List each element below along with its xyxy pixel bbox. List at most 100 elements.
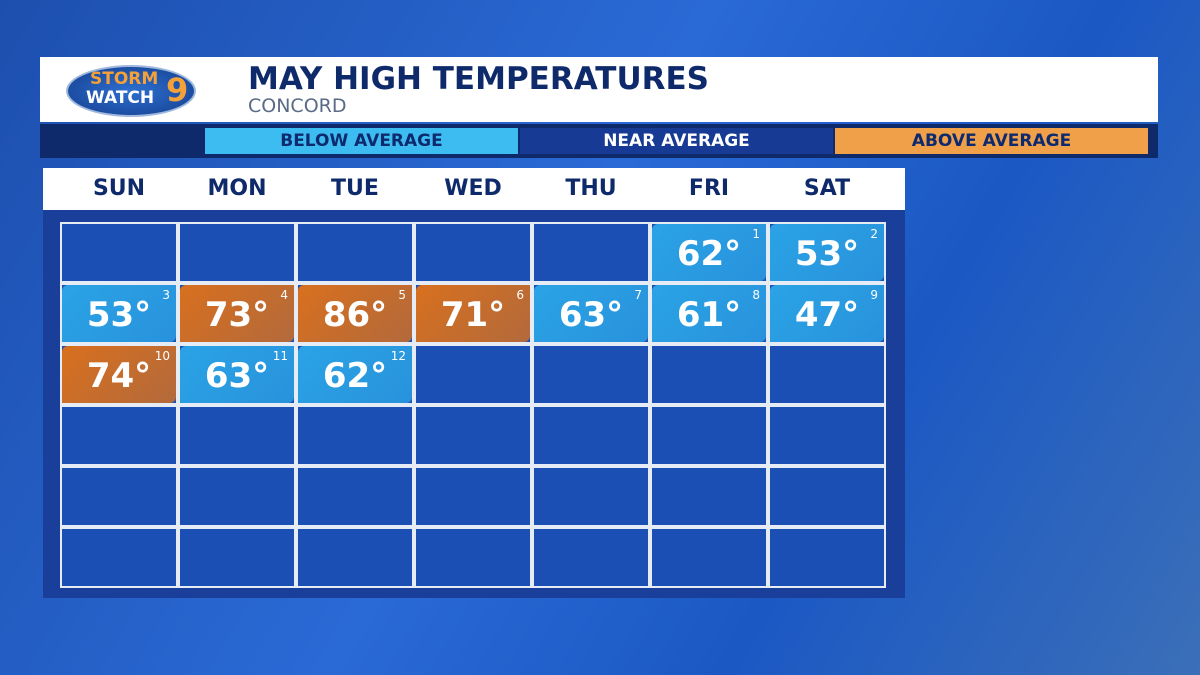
- calendar-cell: 4 73°: [178, 283, 296, 344]
- day-number: 7: [634, 288, 642, 302]
- temperature: 63°: [204, 356, 270, 396]
- day-number: 10: [154, 349, 170, 363]
- temp-fill: [62, 285, 176, 342]
- calendar-cell: [650, 527, 768, 588]
- temperature: 63°: [558, 295, 624, 335]
- calendar-cell: [414, 405, 532, 466]
- temp-fill: [652, 224, 766, 281]
- temp-fill: [652, 285, 766, 342]
- calendar-cell: [178, 405, 296, 466]
- temperature: 62°: [322, 356, 388, 396]
- legend-item: ABOVE AVERAGE: [835, 128, 1148, 154]
- calendar-cell: 9 47°: [768, 283, 886, 344]
- calendar-cell: [296, 466, 414, 527]
- calendar-cell: 8 61°: [650, 283, 768, 344]
- temperature: 53°: [86, 295, 152, 335]
- calendar-cell: [296, 405, 414, 466]
- temp-fill: [180, 285, 294, 342]
- calendar-cell: [768, 466, 886, 527]
- day-number: 12: [390, 349, 406, 363]
- temperature: 74°: [86, 356, 152, 396]
- temp-fill: [180, 346, 294, 403]
- calendar-cell: [178, 222, 296, 283]
- day-label: SAT: [803, 176, 851, 201]
- day-label: SUN: [92, 176, 146, 201]
- logo-line1: STORM: [90, 69, 159, 89]
- temp-fill: [298, 346, 412, 403]
- temp-fill: [298, 285, 412, 342]
- legend-item: NEAR AVERAGE: [520, 128, 833, 154]
- calendar-cell: [650, 344, 768, 405]
- calendar-cell: [768, 527, 886, 588]
- calendar-cell: 5 86°: [296, 283, 414, 344]
- temp-fill: [770, 285, 884, 342]
- calendar-cell: 11 63°: [178, 344, 296, 405]
- calendar-cell: [532, 222, 650, 283]
- logo-badge: 9: [166, 71, 189, 109]
- day-label: THU: [565, 176, 617, 201]
- day-label: WED: [444, 176, 502, 201]
- calendar-cell: [532, 466, 650, 527]
- temperature: 86°: [322, 295, 388, 335]
- temperature: 71°: [440, 295, 506, 335]
- calendar-cell: 7 63°: [532, 283, 650, 344]
- calendar-cell: 1 62°: [650, 222, 768, 283]
- calendar-cell: [414, 466, 532, 527]
- temperature: 53°: [794, 234, 860, 274]
- temp-fill: [62, 346, 176, 403]
- temperature: 61°: [676, 295, 742, 335]
- day-number: 3: [162, 288, 170, 302]
- temperature: 73°: [204, 295, 270, 335]
- calendar-cell: [768, 344, 886, 405]
- calendar-cell: [60, 527, 178, 588]
- calendar-cell: 3 53°: [60, 283, 178, 344]
- calendar-cell: [532, 344, 650, 405]
- calendar-cell: [650, 466, 768, 527]
- calendar-cell: 6 71°: [414, 283, 532, 344]
- logo: STORM WATCH 9: [40, 57, 220, 122]
- calendar-cell: [414, 527, 532, 588]
- temperature: 47°: [794, 295, 860, 335]
- legend-item: BELOW AVERAGE: [205, 128, 518, 154]
- title-bar: MAY HIGH TEMPERATURES CONCORD: [220, 57, 1158, 122]
- temp-fill: [534, 285, 648, 342]
- calendar: 1 62° 2 53° 3 53° 4 73° 5 86° 6 71° 7 63° 8 61° 9 47° 10 74…: [43, 210, 905, 598]
- calendar-cell: [178, 466, 296, 527]
- calendar-cell: 2 53°: [768, 222, 886, 283]
- calendar-cell: [532, 527, 650, 588]
- calendar-cell: [178, 527, 296, 588]
- calendar-cell: [296, 222, 414, 283]
- day-number: 5: [398, 288, 406, 302]
- temp-fill: [416, 285, 530, 342]
- subtitle: CONCORD: [248, 95, 347, 117]
- day-number: 8: [752, 288, 760, 302]
- legend: BELOW AVERAGE NEAR AVERAGE ABOVE AVERAGE: [40, 124, 1158, 158]
- day-number: 2: [870, 227, 878, 241]
- day-label: MON: [207, 176, 267, 201]
- calendar-cell: [650, 405, 768, 466]
- calendar-cell: [768, 405, 886, 466]
- day-label: TUE: [331, 176, 379, 201]
- temperature: 62°: [676, 234, 742, 274]
- logo-line2: WATCH: [86, 88, 155, 108]
- calendar-cell: 12 62°: [296, 344, 414, 405]
- calendar-cell: [60, 222, 178, 283]
- calendar-cell: [414, 344, 532, 405]
- logo-oval: [66, 65, 196, 117]
- calendar-cell: [60, 466, 178, 527]
- day-number: 9: [870, 288, 878, 302]
- title: MAY HIGH TEMPERATURES: [248, 61, 709, 97]
- day-number: 11: [272, 349, 288, 363]
- day-number: 1: [752, 227, 760, 241]
- calendar-cell: [414, 222, 532, 283]
- temp-fill: [770, 224, 884, 281]
- day-number: 6: [516, 288, 524, 302]
- calendar-cell: [532, 405, 650, 466]
- day-header: SUN MON TUE WED THU FRI SAT: [43, 168, 905, 210]
- calendar-cell: [296, 527, 414, 588]
- day-label: FRI: [688, 176, 730, 201]
- calendar-cell: 10 74°: [60, 344, 178, 405]
- day-number: 4: [280, 288, 288, 302]
- calendar-cell: [60, 405, 178, 466]
